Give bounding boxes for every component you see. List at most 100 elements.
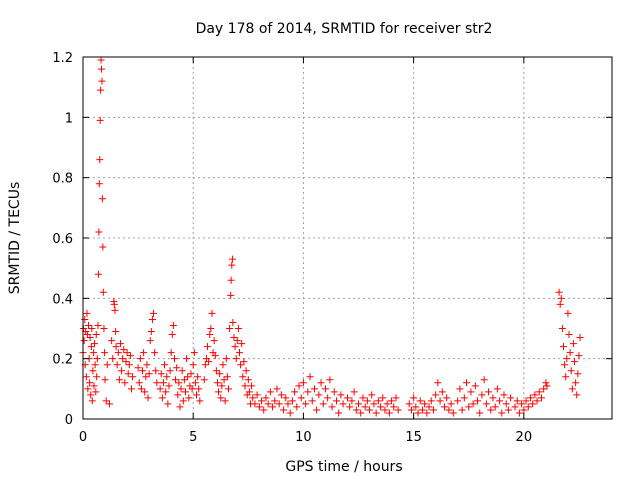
data-point: [463, 379, 471, 387]
data-point: [139, 367, 147, 375]
data-point: [141, 388, 149, 396]
data-point: [249, 394, 257, 402]
data-point: [377, 403, 385, 411]
data-point: [260, 406, 268, 414]
data-point: [485, 388, 493, 396]
data-point: [576, 334, 584, 342]
x-tick-label: 5: [189, 430, 197, 445]
data-point: [195, 385, 203, 393]
data-point: [87, 343, 95, 351]
data-point: [385, 409, 393, 417]
data-point: [502, 400, 510, 408]
data-point: [92, 331, 100, 339]
data-point: [180, 376, 188, 384]
data-point: [119, 355, 127, 363]
data-point: [482, 400, 490, 408]
data-point: [335, 409, 343, 417]
data-point: [511, 403, 519, 411]
data-point: [361, 403, 369, 411]
data-point: [174, 391, 182, 399]
data-point: [223, 373, 231, 381]
data-point: [173, 364, 181, 372]
data-point: [328, 403, 336, 411]
data-point: [91, 361, 99, 369]
data-point: [241, 382, 249, 390]
data-point: [282, 394, 290, 402]
data-point: [177, 385, 185, 393]
data-point: [98, 65, 106, 73]
data-point: [85, 321, 93, 329]
data-point: [447, 400, 455, 408]
data-point: [183, 355, 191, 363]
data-point: [568, 385, 576, 393]
data-point: [574, 370, 582, 378]
data-point: [288, 397, 296, 405]
data-point: [82, 373, 90, 381]
x-tick-label: 10: [295, 430, 312, 445]
data-point: [535, 388, 543, 396]
data-point: [175, 379, 183, 387]
y-tick-label: 0: [65, 413, 73, 428]
data-point: [518, 400, 526, 408]
data-point: [147, 328, 155, 336]
data-point: [421, 400, 429, 408]
data-point: [94, 321, 102, 329]
data-point: [363, 397, 371, 405]
data-point: [388, 397, 396, 405]
data-point: [194, 373, 202, 381]
data-point: [112, 328, 120, 336]
data-point: [129, 373, 137, 381]
data-point: [394, 406, 402, 414]
data-point: [211, 352, 219, 360]
data-point: [187, 370, 195, 378]
data-point: [166, 367, 174, 375]
data-point: [244, 376, 252, 384]
data-points: [79, 56, 584, 417]
data-point: [412, 403, 420, 411]
data-point: [222, 355, 230, 363]
data-point: [142, 373, 150, 381]
data-point: [255, 403, 263, 411]
data-point: [524, 403, 532, 411]
data-point: [454, 397, 462, 405]
data-point: [108, 337, 116, 345]
data-point: [445, 406, 453, 414]
data-point: [337, 391, 345, 399]
x-tick-label: 20: [516, 430, 533, 445]
data-point: [156, 385, 164, 393]
data-point: [344, 394, 351, 402]
data-point: [418, 406, 426, 414]
data-point: [266, 388, 274, 396]
data-point: [368, 391, 376, 399]
chart-title: Day 178 of 2014, SRMTID for receiver str…: [196, 21, 493, 37]
data-point: [134, 364, 142, 372]
data-point: [474, 397, 482, 405]
data-point: [416, 397, 424, 405]
data-point: [121, 379, 129, 387]
data-point: [80, 337, 88, 345]
data-point: [269, 403, 277, 411]
data-point: [297, 394, 305, 402]
data-point: [190, 349, 198, 357]
data-point: [348, 397, 356, 405]
data-point: [233, 337, 241, 345]
data-point: [151, 349, 159, 357]
data-point: [526, 394, 534, 402]
data-point: [88, 325, 96, 332]
data-point: [372, 409, 380, 417]
data-point: [86, 379, 94, 387]
data-point: [405, 400, 413, 408]
y-tick-label: 0.6: [52, 232, 73, 247]
data-point: [118, 367, 126, 375]
data-point: [167, 349, 175, 357]
data-point: [542, 379, 550, 387]
data-point: [383, 400, 391, 408]
data-point: [248, 382, 256, 390]
data-point: [467, 388, 475, 396]
data-point: [228, 261, 236, 269]
data-point: [332, 397, 340, 405]
data-point: [235, 349, 243, 357]
data-point: [227, 276, 235, 284]
data-point: [306, 373, 314, 381]
